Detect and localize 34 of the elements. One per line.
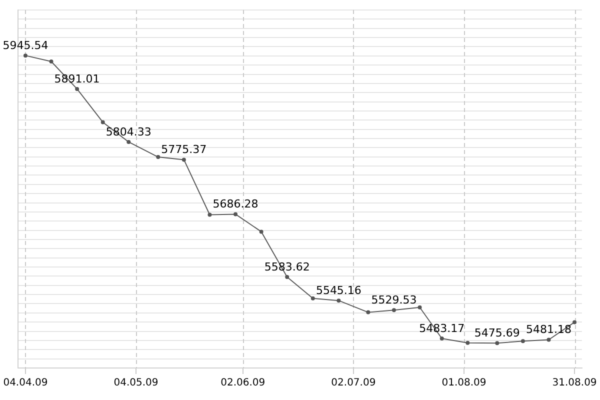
point bbox=[126, 140, 131, 144]
data-label: 5686.28 bbox=[212, 198, 258, 211]
data-label: 5475.69 bbox=[474, 326, 520, 340]
data-label: 5529.53 bbox=[371, 294, 417, 307]
point bbox=[495, 341, 500, 346]
x-tick-label: 04.04.09 bbox=[3, 378, 48, 389]
x-tick-label: 02.07.09 bbox=[331, 378, 376, 389]
data-label: 5775.37 bbox=[161, 143, 207, 156]
point bbox=[572, 320, 577, 324]
point bbox=[259, 230, 264, 234]
point bbox=[366, 310, 370, 314]
point bbox=[285, 275, 290, 280]
point bbox=[418, 305, 422, 310]
point bbox=[310, 296, 315, 300]
x-tick-label: 04.05.09 bbox=[114, 378, 158, 389]
data-label: 5545.16 bbox=[316, 284, 362, 297]
point bbox=[23, 54, 28, 58]
point bbox=[392, 308, 396, 312]
point bbox=[49, 60, 54, 64]
x-tick-label: 02.06.09 bbox=[220, 378, 266, 389]
point bbox=[156, 155, 160, 160]
point bbox=[75, 86, 80, 91]
x-tick-label: 31.08.09 bbox=[552, 378, 597, 389]
point bbox=[336, 298, 341, 303]
point bbox=[100, 120, 105, 124]
data-label: 5945.54 bbox=[2, 38, 48, 52]
point bbox=[182, 158, 186, 162]
point bbox=[546, 338, 551, 342]
point bbox=[520, 339, 525, 344]
x-tick-label: 01.08.09 bbox=[442, 378, 486, 389]
point bbox=[208, 212, 212, 217]
point bbox=[466, 340, 470, 345]
point bbox=[440, 336, 444, 341]
point bbox=[234, 212, 238, 216]
